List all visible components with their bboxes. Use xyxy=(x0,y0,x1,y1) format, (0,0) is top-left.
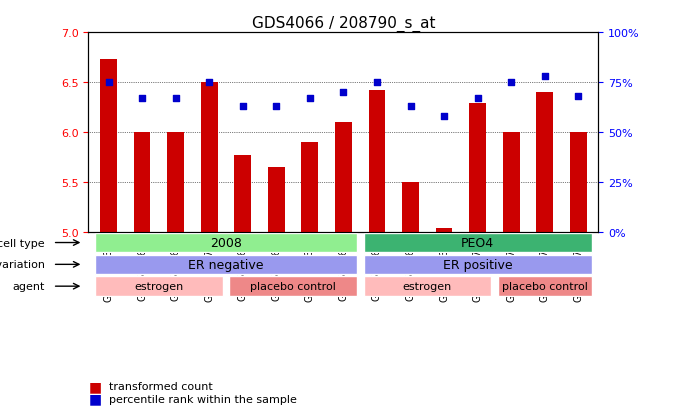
Bar xyxy=(537,93,553,232)
FancyBboxPatch shape xyxy=(95,277,222,296)
Text: placebo control: placebo control xyxy=(250,282,336,292)
FancyBboxPatch shape xyxy=(229,277,357,296)
Bar xyxy=(100,60,117,232)
Point xyxy=(439,113,449,120)
Point xyxy=(103,79,114,86)
Point xyxy=(305,95,316,102)
Text: ER negative: ER negative xyxy=(188,258,264,271)
Point xyxy=(237,103,248,110)
Bar xyxy=(369,91,386,232)
FancyBboxPatch shape xyxy=(95,255,357,275)
Point xyxy=(170,95,181,102)
Text: 2008: 2008 xyxy=(210,237,242,249)
Point xyxy=(539,74,550,80)
Point xyxy=(271,103,282,110)
Bar xyxy=(335,123,352,232)
Point xyxy=(204,79,215,86)
Bar xyxy=(469,104,486,232)
Text: cell type: cell type xyxy=(0,238,45,248)
Text: ■: ■ xyxy=(88,392,101,406)
FancyBboxPatch shape xyxy=(498,277,592,296)
Text: ■: ■ xyxy=(88,379,101,393)
Text: estrogen: estrogen xyxy=(403,282,452,292)
Text: percentile rank within the sample: percentile rank within the sample xyxy=(109,394,296,404)
Text: agent: agent xyxy=(13,282,45,292)
Text: genotype/variation: genotype/variation xyxy=(0,260,45,270)
Text: placebo control: placebo control xyxy=(502,282,588,292)
Bar xyxy=(570,133,587,232)
Point xyxy=(405,103,416,110)
Bar xyxy=(268,167,285,232)
Text: ER positive: ER positive xyxy=(443,258,513,271)
Point xyxy=(137,95,148,102)
FancyBboxPatch shape xyxy=(364,233,592,253)
Title: GDS4066 / 208790_s_at: GDS4066 / 208790_s_at xyxy=(252,16,435,32)
Bar xyxy=(235,155,251,232)
Point xyxy=(472,95,483,102)
Bar xyxy=(503,133,520,232)
FancyBboxPatch shape xyxy=(364,277,491,296)
Point xyxy=(338,90,349,96)
Bar xyxy=(134,133,150,232)
Point xyxy=(371,79,382,86)
Bar xyxy=(301,142,318,232)
Bar xyxy=(402,182,419,232)
Text: transformed count: transformed count xyxy=(109,381,213,391)
Bar xyxy=(201,83,218,232)
FancyBboxPatch shape xyxy=(95,233,357,253)
Bar xyxy=(167,133,184,232)
Bar xyxy=(436,228,452,232)
Point xyxy=(573,93,583,100)
Text: PEO4: PEO4 xyxy=(461,237,494,249)
Point xyxy=(506,79,517,86)
FancyBboxPatch shape xyxy=(364,255,592,275)
Text: estrogen: estrogen xyxy=(134,282,184,292)
